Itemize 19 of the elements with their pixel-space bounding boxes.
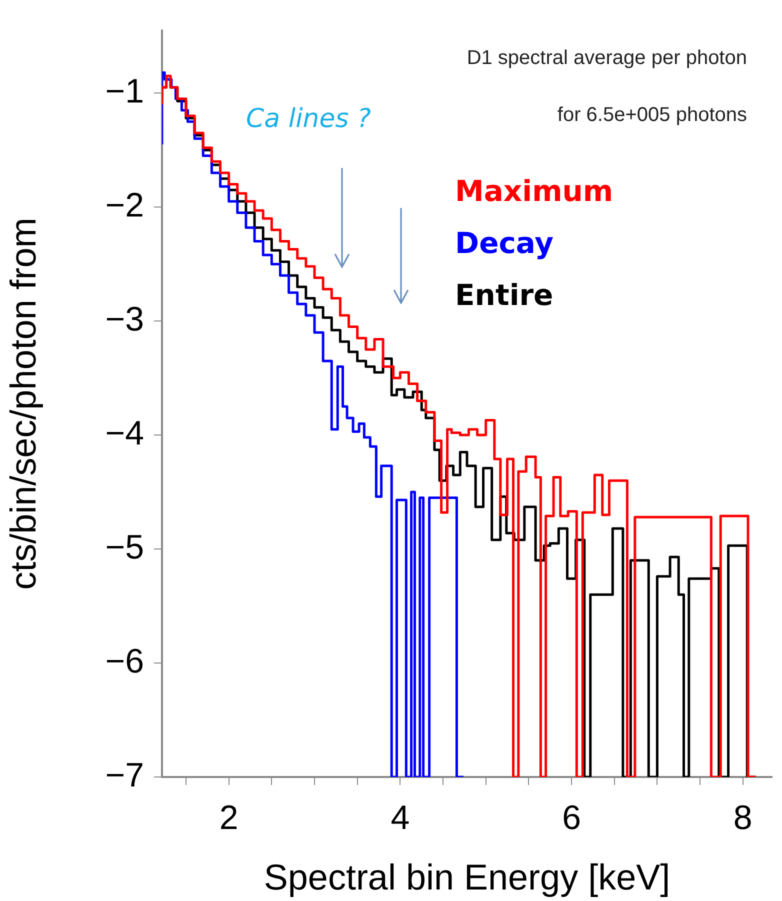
- x-tick-label: 4: [390, 798, 410, 837]
- annotation: Ca lines ?: [246, 104, 372, 134]
- y-tick-label: −5: [105, 528, 144, 566]
- y-tick-label: −7: [105, 756, 144, 794]
- x-tick-label: 6: [562, 798, 581, 837]
- text: Decay: [455, 225, 555, 262]
- y-axis-title: cts/bin/sec/photon from: [2, 218, 44, 590]
- text: Maximum: [455, 173, 614, 210]
- y-tick-label: −4: [105, 414, 144, 452]
- x-tick-label: 8: [733, 798, 752, 837]
- text: Entire: [455, 277, 554, 314]
- text: for 6.5e+005 photons: [557, 104, 747, 126]
- y-tick-label: −3: [105, 300, 144, 338]
- y-tick-label: −2: [105, 186, 144, 224]
- x-tick-label: 2: [219, 798, 238, 837]
- x-axis-title: Spectral bin Energy [keV]: [264, 856, 670, 898]
- y-tick-label: −6: [105, 642, 144, 680]
- text: D1 spectral average per photon: [466, 46, 747, 69]
- y-tick-label: −1: [105, 72, 144, 110]
